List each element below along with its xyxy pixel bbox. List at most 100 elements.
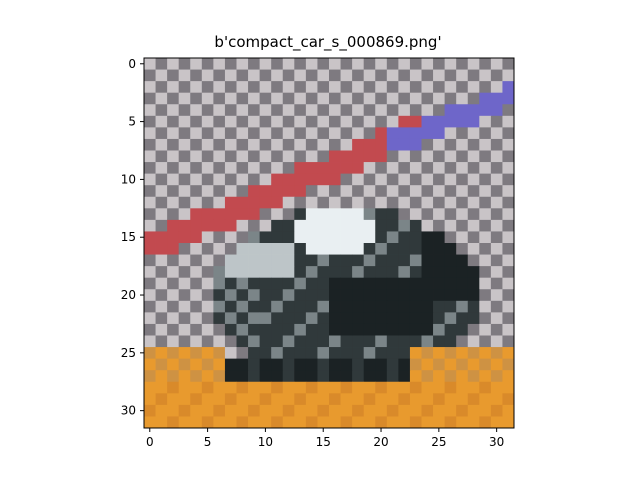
image-pixel	[375, 358, 388, 371]
image-pixel	[409, 335, 422, 348]
image-pixel	[479, 266, 492, 279]
image-pixel	[490, 370, 503, 383]
image-pixel	[213, 69, 226, 82]
image-pixel	[224, 416, 237, 429]
image-pixel	[224, 370, 237, 383]
x-tick-label: 0	[146, 435, 154, 449]
image-pixel	[236, 115, 249, 128]
image-pixel	[224, 312, 237, 325]
y-tick-label: 15	[121, 230, 136, 244]
image-pixel	[340, 92, 353, 105]
image-pixel	[224, 266, 237, 279]
image-pixel	[294, 208, 307, 221]
image-pixel	[502, 277, 515, 290]
image-pixel	[352, 289, 365, 302]
image-pixel	[236, 92, 249, 105]
image-pixel	[178, 81, 191, 94]
image-pixel	[305, 254, 318, 267]
image-pixel	[398, 219, 411, 232]
image-pixel	[248, 243, 261, 255]
image-pixel	[282, 173, 295, 186]
image-pixel	[398, 243, 411, 255]
image-pixel	[352, 138, 365, 151]
image-pixel	[363, 185, 376, 198]
image-pixel	[398, 138, 411, 151]
image-pixel	[386, 312, 399, 325]
image-pixel	[213, 300, 226, 313]
image-pixel	[178, 69, 191, 82]
image-pixel	[271, 300, 284, 313]
image-pixel	[375, 289, 388, 302]
image-pixel	[305, 127, 318, 140]
image-pixel	[248, 219, 261, 232]
image-pixel	[329, 92, 341, 105]
image-pixel	[398, 127, 411, 140]
image-pixel	[444, 266, 457, 279]
image-pixel	[178, 115, 191, 128]
image-pixel	[201, 127, 214, 140]
image-pixel	[467, 289, 480, 302]
image-pixel	[294, 150, 307, 163]
image-pixel	[352, 300, 365, 313]
image-pixel	[398, 81, 411, 94]
image-pixel	[224, 289, 237, 302]
image-pixel	[282, 81, 295, 94]
image-pixel	[444, 185, 457, 198]
image-pixel	[490, 104, 503, 117]
image-pixel	[201, 323, 214, 336]
image-pixel	[433, 185, 446, 198]
image-pixel	[155, 150, 168, 163]
image-pixel	[363, 173, 376, 186]
image-pixel	[155, 289, 168, 302]
image-pixel	[248, 162, 261, 175]
image-pixel	[409, 104, 422, 117]
image-pixel	[479, 196, 492, 209]
image-pixel	[444, 115, 457, 128]
image-pixel	[502, 81, 515, 94]
image-pixel	[282, 127, 295, 140]
image-pixel	[375, 173, 388, 186]
image-pixel	[305, 138, 318, 151]
image-pixel	[178, 185, 191, 198]
image-pixel	[467, 231, 480, 244]
image-pixel	[479, 323, 492, 336]
image-pixel	[259, 173, 272, 186]
image-pixel	[375, 323, 388, 336]
image-pixel	[479, 243, 492, 255]
image-pixel	[456, 150, 469, 163]
image-pixel	[421, 335, 434, 348]
image-pixel	[317, 300, 330, 313]
image-pixel	[363, 289, 376, 302]
image-pixel	[352, 185, 365, 198]
image-pixel	[386, 150, 399, 163]
image-pixel	[224, 127, 237, 140]
image-pixel	[178, 358, 191, 371]
image-pixel	[190, 370, 203, 383]
image-pixel	[398, 162, 411, 175]
image-pixel	[236, 69, 249, 82]
image-pixel	[305, 323, 318, 336]
image-pixel	[236, 162, 249, 175]
image-pixel	[259, 115, 272, 128]
image-pixel	[155, 69, 168, 82]
image-pixel	[248, 289, 261, 302]
image-pixel	[294, 289, 307, 302]
image-pixel	[201, 208, 214, 221]
image-pixel	[352, 416, 365, 429]
image-pixel	[178, 277, 191, 290]
image-pixel	[317, 92, 330, 105]
image-pixel	[502, 323, 515, 336]
image-pixel	[433, 92, 446, 105]
image-pixel	[259, 312, 272, 325]
image-pixel	[456, 81, 469, 94]
image-pixel	[375, 104, 388, 117]
image-pixel	[305, 347, 318, 360]
image-pixel	[248, 231, 261, 244]
image-pixel	[340, 416, 353, 429]
image-pixel	[144, 162, 156, 175]
image-pixel	[444, 92, 457, 105]
image-pixel	[363, 335, 376, 348]
image-pixel	[317, 162, 330, 175]
image-pixel	[155, 266, 168, 279]
image-pixel	[329, 289, 341, 302]
